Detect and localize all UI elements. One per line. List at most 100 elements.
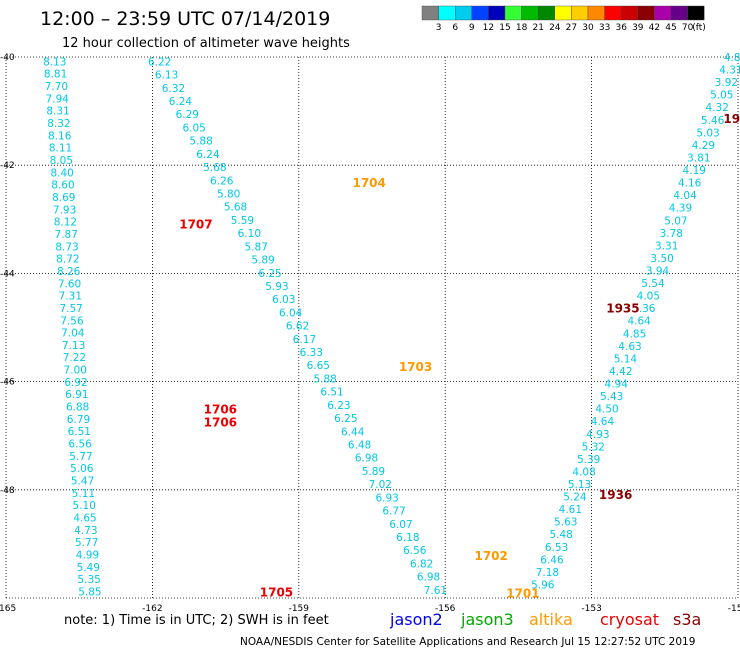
- colorbar-label: 3: [436, 23, 442, 33]
- colorbar-label: 6: [452, 23, 458, 33]
- satellite-legend: jason2 jason3 altika cryosat s3a: [389, 610, 701, 629]
- colorbar-swatch: [455, 5, 473, 21]
- pass-label: 1703: [399, 360, 432, 374]
- x-tick-label: -165: [0, 604, 16, 614]
- swh-value: 5.07: [664, 215, 687, 227]
- swh-value: 8.31: [46, 106, 69, 118]
- swh-value: 6.25: [258, 268, 281, 280]
- swh-value: 3.78: [660, 228, 683, 240]
- swh-value: 6.88: [66, 402, 89, 414]
- swh-value: 5.05: [710, 90, 733, 102]
- swh-value: 8.13: [43, 56, 66, 68]
- swh-value: 3.31: [655, 240, 678, 252]
- y-tick-label: -44: [0, 269, 15, 279]
- x-tick-label: -162: [142, 604, 162, 614]
- colorbar-swatch: [687, 5, 705, 21]
- colorbar-label: 39: [632, 23, 644, 33]
- colorbar-label: 24: [549, 23, 561, 33]
- satellite-legend-altika: altika: [529, 610, 573, 629]
- swh-value: 5.68: [224, 202, 247, 214]
- swh-value: 6.13: [155, 70, 178, 82]
- swh-value: 6.24: [169, 96, 193, 108]
- swh-value: 4.05: [637, 291, 660, 303]
- y-tick-label: -40: [0, 53, 15, 63]
- swh-value: 6.79: [67, 414, 90, 426]
- swh-value: 4.81: [724, 52, 740, 64]
- y-axis-ticks: -40 -42 -44 -46 -48: [0, 53, 15, 496]
- swh-value: 8.81: [44, 69, 67, 81]
- colorbar-swatch: [521, 5, 539, 21]
- swh-value: 4.64: [627, 316, 651, 328]
- swh-value: 5.93: [265, 281, 288, 293]
- swh-value: 5.46: [701, 115, 725, 127]
- chart-title: 12:00 – 23:59 UTC 07/14/2019: [40, 8, 330, 30]
- swh-value: 3.92: [715, 77, 738, 89]
- swh-value: 5.14: [614, 353, 638, 365]
- swh-value: 7.94: [46, 93, 70, 105]
- x-tick-label: -150: [728, 604, 740, 614]
- colorbar-label: 15: [499, 23, 510, 33]
- swh-value: 4.94: [605, 379, 629, 391]
- swh-value: 5.63: [554, 517, 577, 529]
- swh-value: 4.29: [692, 140, 715, 152]
- pass-label: 1707: [179, 218, 212, 232]
- swh-value: 4.08: [572, 466, 595, 478]
- swh-value: 5.35: [77, 574, 100, 586]
- swh-value: 8.26: [57, 266, 81, 278]
- swh-value: 5.03: [696, 127, 719, 139]
- colorbar-label: 45: [665, 23, 676, 33]
- swh-value: 4.85: [623, 328, 646, 340]
- swh-value: 5.96: [531, 579, 555, 591]
- swh-value: 5.32: [582, 441, 605, 453]
- x-tick-label: -159: [289, 604, 310, 614]
- swh-value: 4.16: [678, 178, 702, 190]
- colorbar-label: 12: [483, 23, 494, 33]
- swh-value: 6.29: [176, 109, 199, 121]
- swh-value: 6.77: [382, 506, 405, 518]
- swh-value: 4.64: [591, 416, 615, 428]
- swh-value: 7.60: [58, 278, 81, 290]
- swh-value: 6.93: [375, 492, 398, 504]
- swh-value: 6.22: [148, 56, 171, 68]
- swh-value: 6.25: [334, 413, 357, 425]
- swh-value: 7.31: [59, 291, 82, 303]
- colorbar-label: 9: [469, 23, 475, 33]
- map-grid: [5, 56, 739, 599]
- swh-value: 6.92: [64, 377, 87, 389]
- colorbar-swatch: [488, 5, 506, 21]
- swh-value: 6.26: [210, 175, 234, 187]
- colorbar-swatch: [571, 5, 589, 21]
- colorbar-label: 18: [516, 23, 528, 33]
- colorbar-label: 21: [532, 23, 543, 33]
- swh-value: 4.19: [683, 165, 706, 177]
- swh-value: 5.13: [568, 479, 591, 491]
- colorbar-swatch: [637, 5, 655, 21]
- swh-value: 6.56: [68, 439, 92, 451]
- swh-value: 5.39: [577, 454, 600, 466]
- swh-value: 6.24: [196, 149, 220, 161]
- swh-value: 6.48: [348, 440, 371, 452]
- swh-value: 5.43: [600, 391, 623, 403]
- colorbar-unit: (ft): [692, 23, 706, 33]
- swh-value: 8.16: [48, 130, 72, 142]
- swh-value: 5.85: [78, 587, 101, 599]
- swh-value: 4.65: [73, 513, 96, 525]
- colorbar-swatch: [504, 5, 522, 21]
- swh-value: 5.11: [72, 488, 95, 500]
- swh-value: 3.81: [687, 152, 710, 164]
- swh-value: 6.33: [300, 347, 323, 359]
- swh-value: 4.93: [586, 429, 609, 441]
- swh-value: 4.61: [559, 504, 582, 516]
- swh-value: 5.06: [70, 463, 94, 475]
- swh-value: 8.05: [50, 155, 73, 167]
- swh-value: 5.48: [549, 529, 572, 541]
- swh-value: 5.59: [231, 215, 254, 227]
- swh-value: 5.88: [313, 373, 336, 385]
- colorbar-swatch: [587, 5, 605, 21]
- footer-note: note: 1) Time is in UTC; 2) SWH is in fe…: [64, 613, 329, 628]
- swh-value: 6.07: [389, 519, 412, 531]
- pass-label: 1706: [204, 403, 237, 417]
- swh-value: 5.36: [632, 303, 656, 315]
- swh-value: 6.04: [279, 307, 303, 319]
